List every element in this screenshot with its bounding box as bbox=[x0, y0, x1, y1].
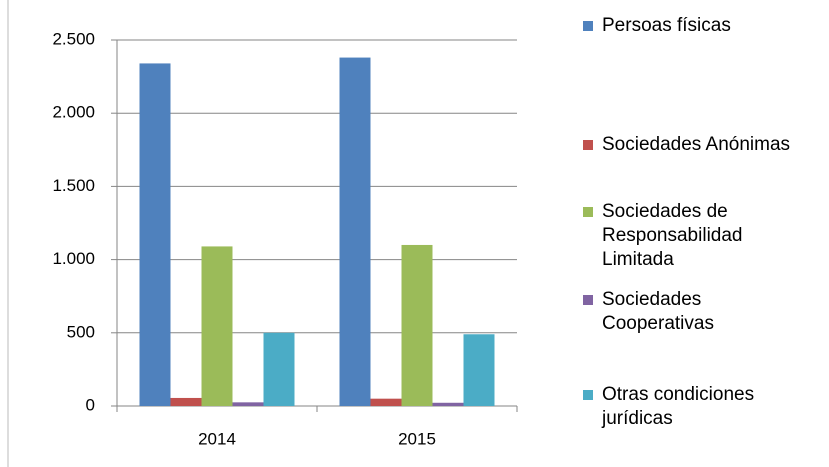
bar bbox=[463, 334, 495, 406]
y-tick-label: 2.500 bbox=[52, 29, 95, 48]
y-tick-label: 500 bbox=[67, 322, 95, 341]
legend-swatch bbox=[583, 390, 593, 400]
x-tick-label: 2015 bbox=[398, 429, 436, 448]
bar bbox=[370, 398, 402, 406]
legend-label: Sociedades de Responsabilidad Limitada bbox=[602, 201, 743, 270]
legend-label: Sociedades Anónimas bbox=[602, 134, 791, 155]
y-tick-label: 2.000 bbox=[52, 103, 95, 122]
legend-swatch bbox=[583, 295, 593, 305]
y-tick-label: 0 bbox=[86, 395, 95, 414]
bar bbox=[401, 244, 433, 406]
y-tick-label: 1.000 bbox=[52, 249, 95, 268]
bar bbox=[170, 397, 202, 406]
bar bbox=[232, 402, 264, 406]
legend-label: Sociedades Cooperativas bbox=[602, 289, 714, 334]
bar bbox=[139, 63, 171, 406]
legend-swatch bbox=[583, 140, 593, 150]
legend-label: Persoas físicas bbox=[602, 15, 731, 36]
bar bbox=[263, 332, 295, 406]
bar bbox=[339, 57, 371, 407]
x-tick-label: 2014 bbox=[198, 429, 236, 448]
legend-swatch bbox=[583, 207, 593, 217]
y-tick-label: 1.500 bbox=[52, 176, 95, 195]
legend-label: Otras condiciones jurídicas bbox=[602, 384, 755, 429]
legend-swatch bbox=[583, 21, 593, 31]
bar bbox=[201, 246, 233, 406]
bar bbox=[432, 402, 464, 406]
